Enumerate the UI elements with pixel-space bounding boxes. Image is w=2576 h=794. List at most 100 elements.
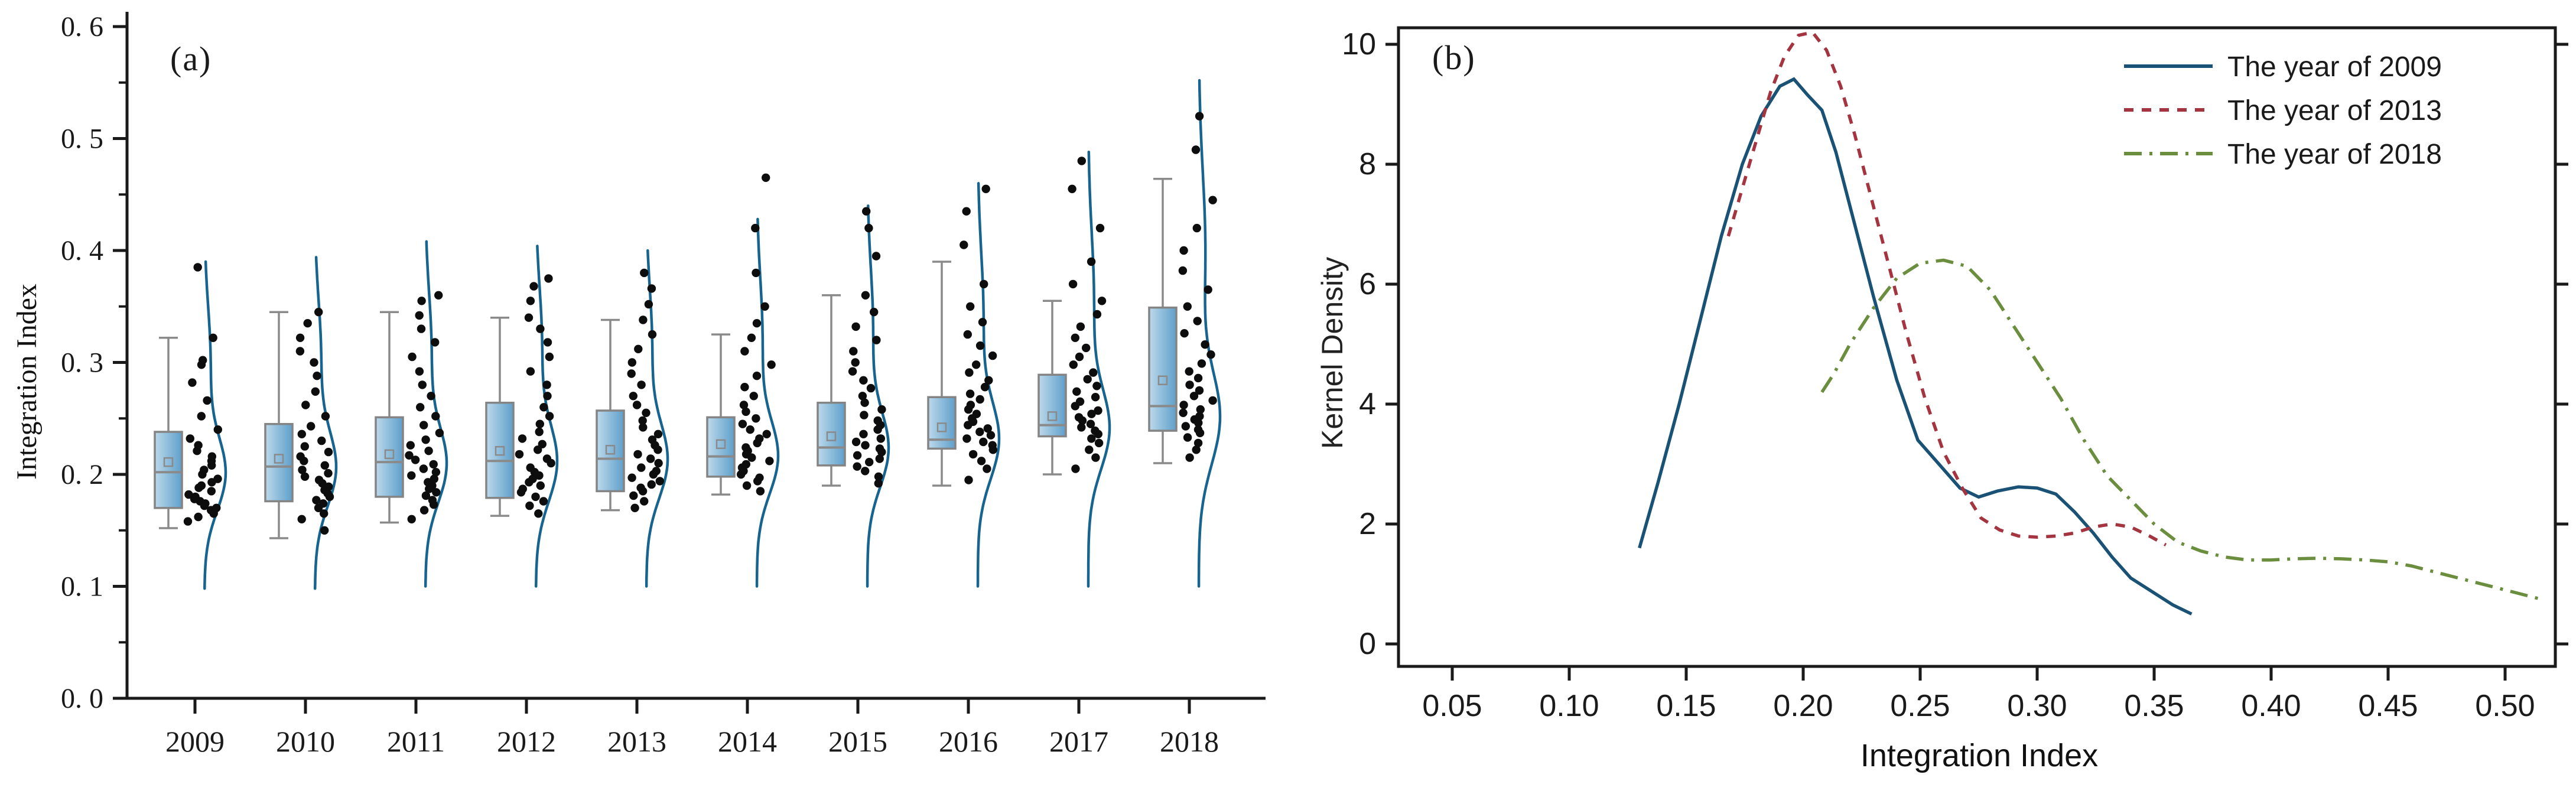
data-point-dot — [1076, 322, 1085, 331]
data-point-dot — [861, 441, 870, 450]
data-point-dot — [539, 403, 548, 412]
data-point-dot — [421, 435, 430, 444]
data-point-dot — [518, 434, 527, 443]
data-point-dot — [637, 380, 646, 389]
data-point-dot — [739, 401, 749, 409]
data-point-dot — [297, 515, 306, 523]
data-point-dot — [767, 360, 776, 369]
data-point-dot — [419, 464, 428, 473]
data-point-dot — [1087, 434, 1096, 443]
box-iqr — [596, 409, 625, 493]
data-point-dot — [1195, 386, 1204, 395]
data-point-dot — [432, 488, 441, 497]
data-point-dot — [1179, 246, 1188, 255]
data-point-dot — [1077, 423, 1086, 432]
data-point-dot — [1181, 422, 1191, 431]
density-series-2009 — [1638, 77, 2193, 616]
data-point-dot — [848, 367, 857, 376]
data-point-dot — [1094, 438, 1104, 448]
data-point-dot — [1095, 223, 1105, 233]
data-point-dot — [1068, 184, 1076, 193]
violin-curve — [755, 217, 780, 588]
data-point-dot — [762, 429, 771, 438]
panel-a-y-tick-label: 0. 2 — [61, 459, 103, 490]
data-point-dot — [859, 429, 868, 438]
data-point-dot — [534, 509, 543, 518]
data-point-dot — [416, 403, 425, 412]
data-point-dot — [324, 468, 333, 478]
data-point-dot — [405, 451, 414, 460]
panel-a-x-tick-label: 2013 — [607, 725, 666, 758]
data-point-dot — [962, 434, 971, 443]
data-point-dot — [627, 358, 637, 367]
data-point-dot — [312, 496, 321, 505]
data-point-dot — [536, 481, 545, 490]
data-point-dot — [965, 368, 974, 377]
panel-b-label: (b) — [1432, 38, 1476, 77]
data-point-dot — [875, 444, 884, 453]
data-point-dot — [311, 387, 320, 396]
data-point-dot — [1183, 433, 1192, 442]
data-point-dot — [1082, 343, 1091, 353]
panel-a-plot: 0. 0 0. 1 0. 2 0. 3 0. 4 0. 5 0. 6 2009 2010 2011… — [61, 11, 1266, 758]
data-point-dot — [740, 347, 749, 356]
data-point-dot — [295, 347, 305, 356]
panel-a-x-tick-label: 2015 — [828, 725, 887, 758]
data-point-dot — [1089, 368, 1098, 377]
box-iqr — [1037, 373, 1067, 438]
data-point-dot — [428, 496, 437, 505]
data-point-dot — [1196, 405, 1205, 414]
data-point-dot — [1179, 408, 1188, 417]
data-point-dot — [981, 184, 990, 193]
data-point-dot — [638, 416, 647, 425]
data-point-dot — [1183, 302, 1192, 311]
box-mean-marker — [1157, 375, 1168, 386]
data-point-dot — [853, 451, 862, 460]
panel-a-y-tick-label: 0. 5 — [61, 123, 103, 155]
data-point-dot — [1193, 373, 1203, 383]
density-series-2009 — [1726, 30, 2167, 546]
data-point-dot — [872, 336, 881, 344]
data-point-dot — [213, 474, 222, 483]
box-group-2015 — [817, 204, 890, 588]
panel-b-x-tick-label: 0.35 — [2124, 689, 2184, 723]
data-point-dot — [526, 367, 535, 376]
box-group-2018 — [1148, 79, 1222, 588]
data-point-dot — [871, 252, 881, 261]
data-point-dot — [324, 447, 333, 457]
data-point-dot — [1193, 317, 1202, 326]
data-point-dot — [407, 515, 416, 523]
panel-b-x-tick-label: 0.15 — [1656, 689, 1716, 723]
data-point-dot — [297, 429, 306, 438]
data-point-dot — [964, 476, 973, 484]
data-point-dot — [1208, 396, 1217, 405]
data-point-dot — [430, 474, 438, 483]
panel-a-y-tick-label: 0. 1 — [61, 571, 103, 603]
data-point-dot — [1075, 397, 1085, 406]
data-point-dot — [965, 389, 975, 398]
data-point-dot — [1091, 426, 1100, 435]
data-point-dot — [1195, 412, 1204, 421]
data-point-dot — [538, 440, 547, 448]
data-point-dot — [526, 463, 535, 472]
data-point-dot — [760, 302, 769, 311]
data-point-dot — [865, 458, 874, 467]
panel-b-y-axis-title: Kernel Density — [1316, 256, 1349, 449]
panel-a-x-tick-label: 2018 — [1160, 725, 1219, 758]
data-point-dot — [207, 452, 216, 461]
panel-a-x-tick-label: 2016 — [939, 725, 998, 758]
panel-a-x-tick-label: 2011 — [387, 725, 445, 758]
data-point-dot — [1192, 445, 1201, 454]
data-point-dot — [873, 416, 882, 425]
data-point-dot — [655, 477, 665, 486]
data-point-dot — [544, 274, 553, 283]
data-point-dot — [1071, 333, 1080, 342]
panel-b-x-tick-label: 0.20 — [1773, 689, 1833, 723]
data-point-dot — [1072, 387, 1081, 396]
data-point-dot — [318, 499, 328, 508]
data-point-dot — [866, 383, 876, 393]
data-point-dot — [408, 352, 417, 362]
data-point-dot — [862, 207, 871, 216]
data-point-dot — [193, 263, 202, 272]
